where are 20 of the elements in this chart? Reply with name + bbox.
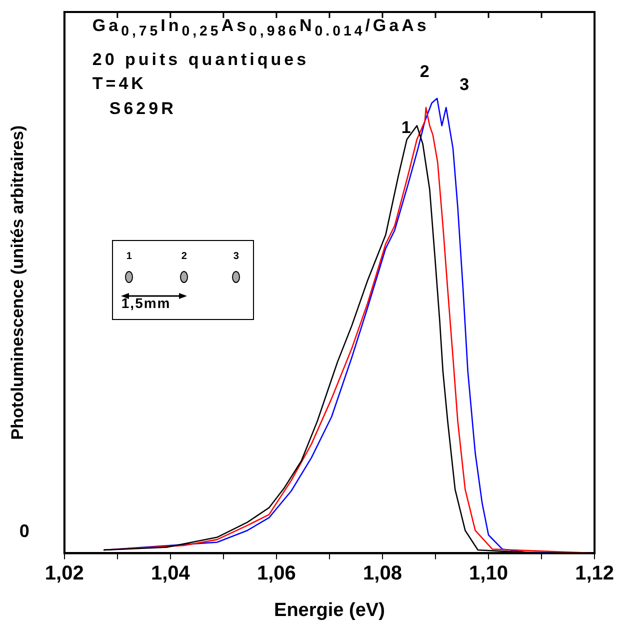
x-tick-label: 1,08	[363, 562, 402, 585]
annotation: 1	[401, 118, 411, 138]
text: 0	[19, 521, 32, 542]
text: 3	[460, 75, 470, 96]
x-tick-label: 1,10	[469, 562, 508, 585]
annotation: 2	[181, 251, 187, 262]
x-tick-label: 1,02	[44, 562, 84, 585]
annotation: 1,5mm	[121, 295, 171, 311]
x-axis-title: Energie (eV)	[274, 600, 385, 621]
x-tick-label: 1,12	[575, 562, 614, 585]
text: 20 puits quantiques	[92, 50, 310, 70]
x-tick-label: 1,06	[256, 562, 296, 585]
y-axis-title: Photoluminescence (unités arbitraires)	[8, 125, 27, 440]
chart-title: Ga$_{0,75}$In$_{0,25}$As$_{0,986}$N$_{0.014}$/GaAs	[92, 16, 430, 40]
text: T=4K	[92, 74, 146, 94]
annotation: 1	[126, 251, 132, 262]
annotation: 3	[233, 251, 239, 262]
x-tick-label: 1,04	[150, 562, 191, 585]
annotation: S629R	[109, 99, 176, 119]
text: 2	[420, 62, 430, 82]
